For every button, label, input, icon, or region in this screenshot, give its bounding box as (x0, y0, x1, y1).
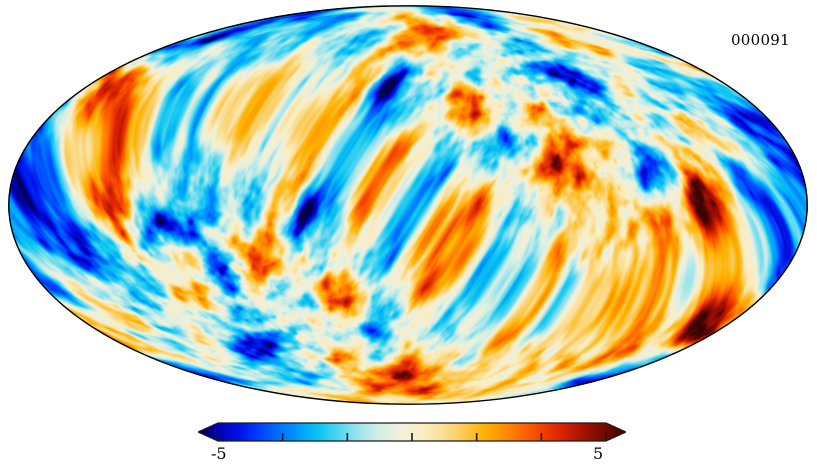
frame-label: 000091 (730, 31, 790, 49)
colorbar-min-label: -5 (211, 444, 227, 463)
colorbar-max-label: 5 (593, 444, 604, 463)
colorbar: -5 5 (198, 421, 626, 474)
sky-map-image (8, 5, 808, 405)
colorbar-scale (198, 422, 626, 442)
colorbar-ticks (217, 433, 607, 441)
sky-map (8, 5, 808, 405)
